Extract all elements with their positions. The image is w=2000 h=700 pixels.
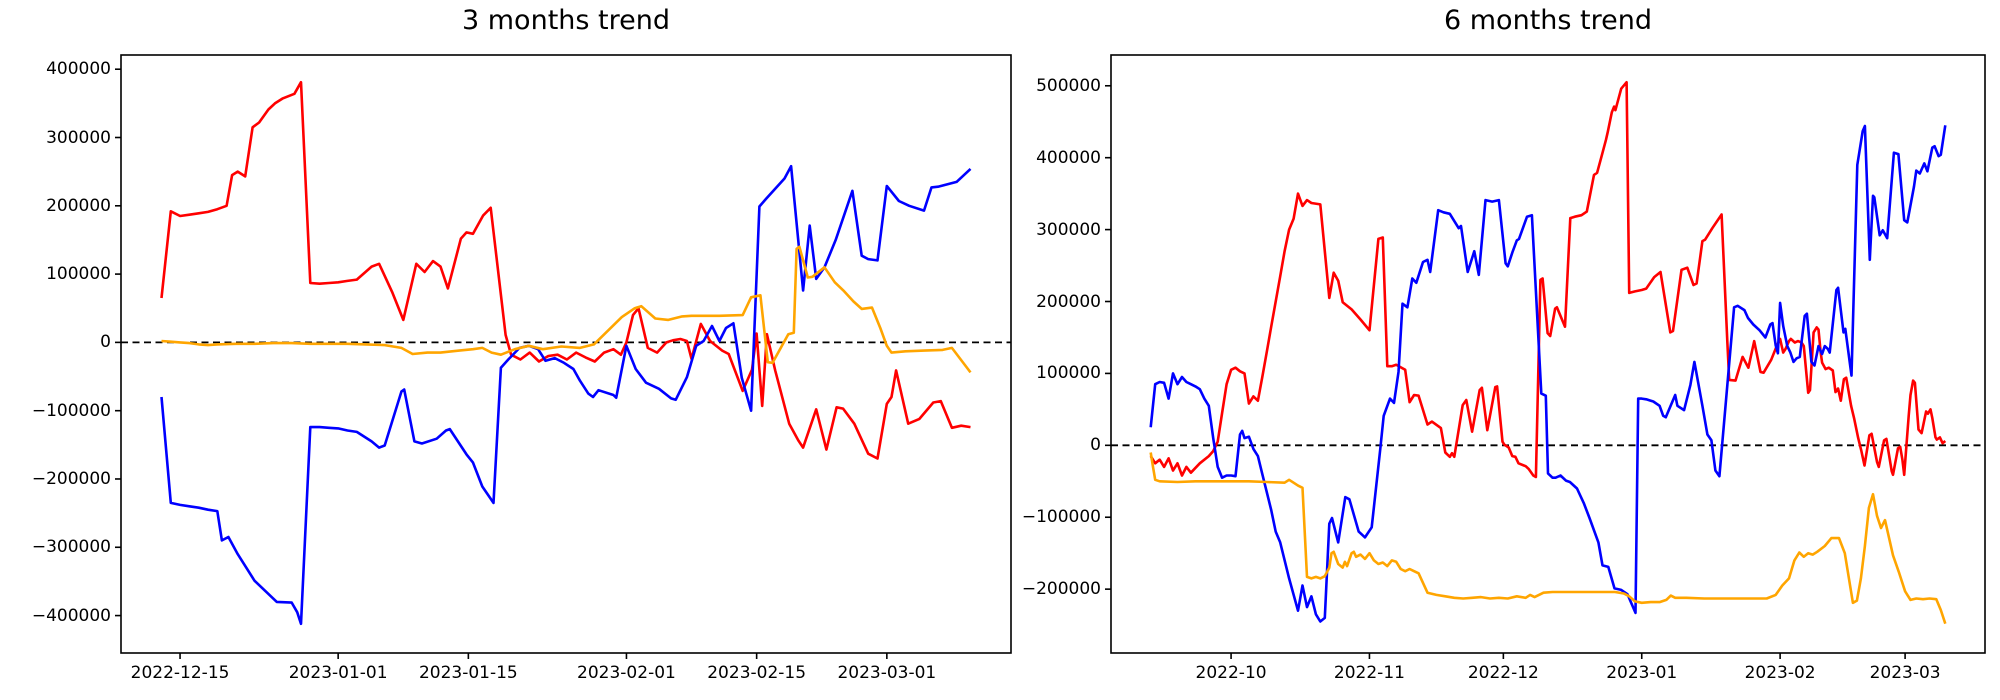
series-line-blue	[160, 164, 972, 626]
y-tick-label: 400000	[1036, 147, 1101, 168]
y-tick-label: −200000	[1021, 579, 1101, 600]
y-tick-label: −300000	[31, 537, 111, 558]
y-tick-label: 400000	[46, 59, 111, 80]
x-tick-label: 2023-03-01	[837, 663, 937, 683]
y-tick-label: 100000	[1036, 363, 1101, 384]
y-tick-label: 0	[100, 332, 111, 353]
x-tick-label: 2023-02	[1744, 663, 1816, 683]
x-tick-label: 2022-11	[1333, 663, 1405, 683]
x-tick-label: 2022-12	[1467, 663, 1539, 683]
y-tick-label: −400000	[31, 605, 111, 626]
y-tick-label: 200000	[1036, 291, 1101, 312]
x-tick-label: 2022-12-15	[130, 663, 230, 683]
y-tick-label: 500000	[1036, 75, 1101, 96]
y-tick-label: 100000	[46, 264, 111, 285]
plot-frame	[1110, 54, 1986, 654]
x-tick-label: 2023-02-01	[577, 663, 676, 683]
series-line-red	[1149, 80, 1947, 479]
y-tick-label: 200000	[46, 195, 111, 216]
chart-title-6-months: 6 months trend	[1444, 5, 1652, 36]
y-tick-label: 0	[1090, 435, 1101, 456]
series-line-red	[160, 80, 971, 460]
chart-title-3-months: 3 months trend	[462, 5, 670, 36]
y-tick-label: −100000	[1021, 507, 1101, 528]
x-tick-label: 2023-01	[1606, 663, 1678, 683]
x-tick-label: 2023-02-15	[707, 663, 807, 683]
x-tick-label: 2023-01-15	[418, 663, 518, 683]
series-line-orange	[1149, 452, 1947, 625]
x-tick-label: 2023-03	[1869, 663, 1941, 683]
series-line-blue	[1149, 124, 1947, 623]
y-tick-label: 300000	[46, 127, 111, 148]
y-tick-label: −100000	[31, 400, 111, 421]
plot-frame	[120, 54, 1012, 654]
x-tick-label: 2023-01-01	[288, 663, 388, 683]
x-tick-label: 2022-10	[1195, 663, 1267, 683]
y-tick-label: 300000	[1036, 219, 1101, 240]
series-line-orange	[161, 245, 972, 374]
y-tick-label: −200000	[31, 468, 111, 489]
